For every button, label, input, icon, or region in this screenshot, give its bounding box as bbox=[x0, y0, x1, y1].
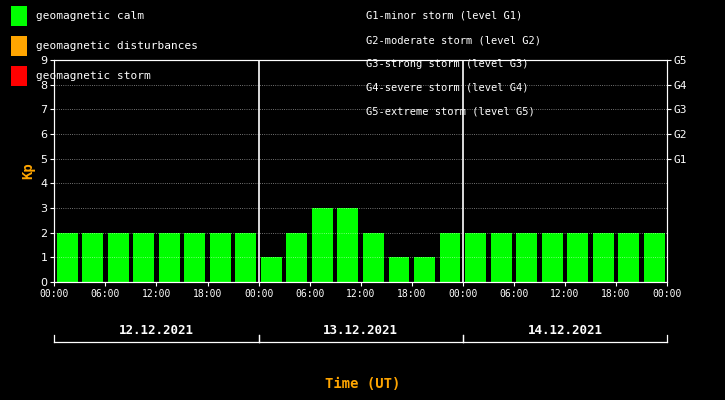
Bar bbox=[312, 208, 333, 282]
Text: geomagnetic calm: geomagnetic calm bbox=[36, 11, 144, 21]
Text: 13.12.2021: 13.12.2021 bbox=[323, 324, 398, 336]
Bar bbox=[465, 233, 486, 282]
Bar bbox=[439, 233, 460, 282]
Bar bbox=[184, 233, 205, 282]
Bar bbox=[389, 257, 410, 282]
Bar bbox=[82, 233, 103, 282]
Text: G2-moderate storm (level G2): G2-moderate storm (level G2) bbox=[366, 35, 541, 45]
Bar bbox=[593, 233, 613, 282]
Y-axis label: Kp: Kp bbox=[21, 163, 35, 179]
Text: 12.12.2021: 12.12.2021 bbox=[119, 324, 194, 336]
Bar bbox=[363, 233, 384, 282]
Bar bbox=[516, 233, 537, 282]
Bar bbox=[542, 233, 563, 282]
Text: G5-extreme storm (level G5): G5-extreme storm (level G5) bbox=[366, 107, 535, 117]
Bar bbox=[57, 233, 78, 282]
Text: geomagnetic disturbances: geomagnetic disturbances bbox=[36, 41, 197, 51]
Text: Time (UT): Time (UT) bbox=[325, 377, 400, 391]
Bar bbox=[210, 233, 231, 282]
Bar bbox=[133, 233, 154, 282]
Text: G3-strong storm (level G3): G3-strong storm (level G3) bbox=[366, 59, 529, 69]
Bar bbox=[108, 233, 128, 282]
Text: G1-minor storm (level G1): G1-minor storm (level G1) bbox=[366, 11, 523, 21]
Bar bbox=[567, 233, 588, 282]
Bar bbox=[261, 257, 282, 282]
Bar bbox=[644, 233, 665, 282]
Text: 14.12.2021: 14.12.2021 bbox=[527, 324, 602, 336]
Bar bbox=[491, 233, 512, 282]
Bar bbox=[236, 233, 256, 282]
Bar bbox=[337, 208, 358, 282]
Text: geomagnetic storm: geomagnetic storm bbox=[36, 71, 150, 81]
Bar bbox=[286, 233, 307, 282]
Bar bbox=[159, 233, 180, 282]
Text: G4-severe storm (level G4): G4-severe storm (level G4) bbox=[366, 83, 529, 93]
Bar bbox=[414, 257, 435, 282]
Bar bbox=[618, 233, 639, 282]
